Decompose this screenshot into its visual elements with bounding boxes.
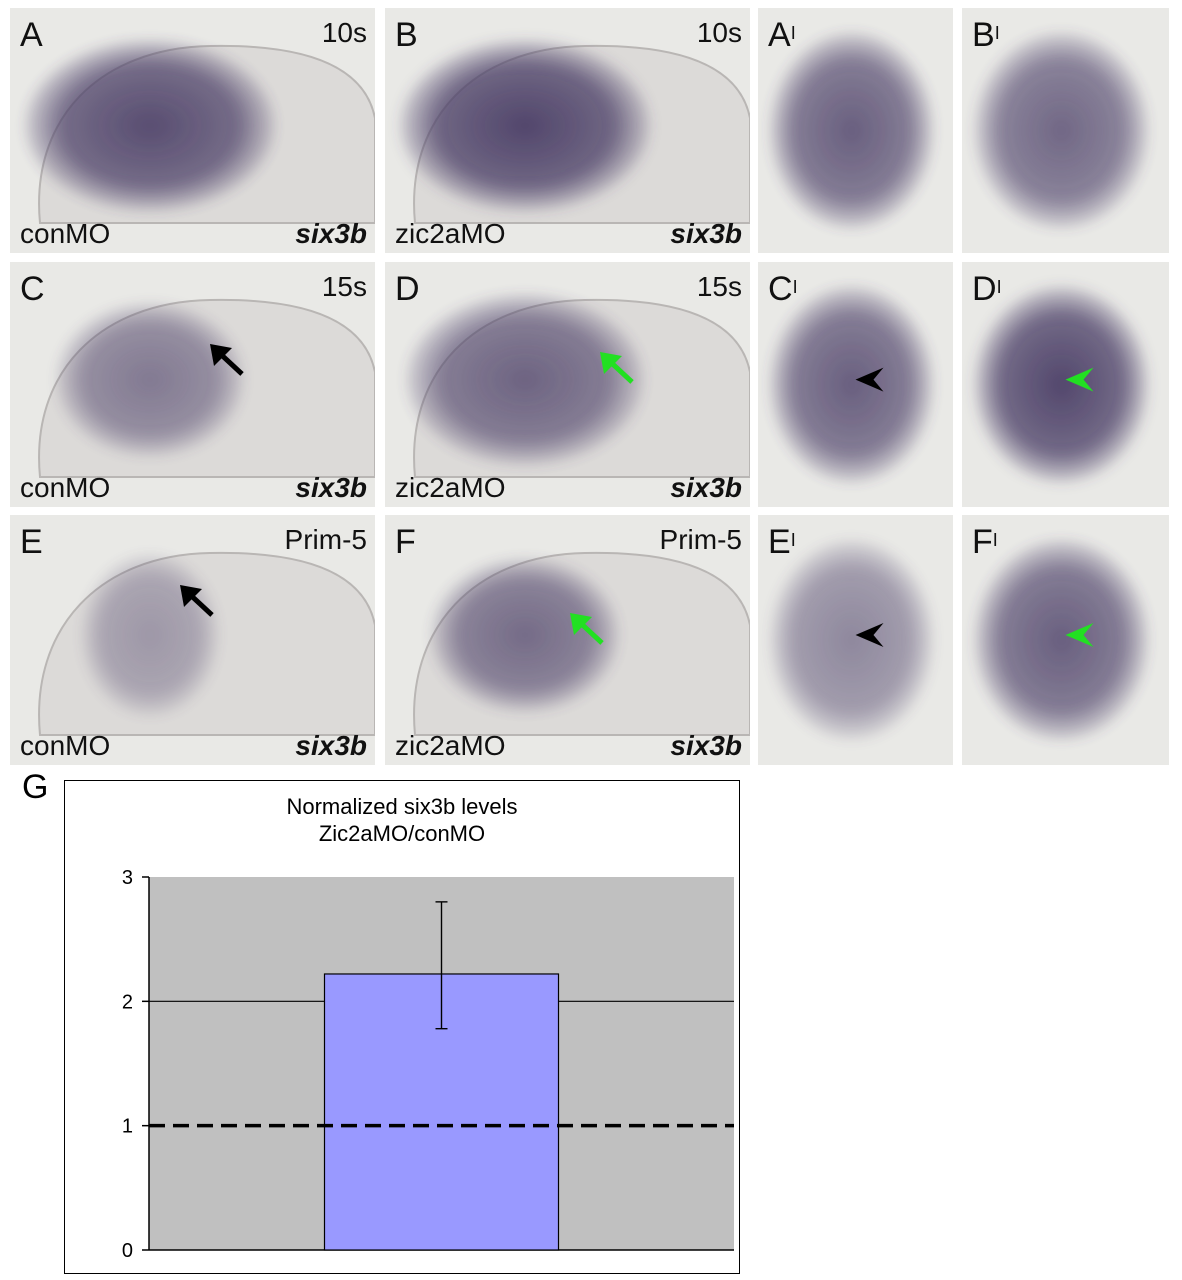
stage-label: 10s: [696, 17, 742, 48]
chart-title-line-1: Normalized six3b levels: [286, 794, 518, 819]
panel-b: B 10s zic2aMO six3b: [385, 8, 750, 253]
stage-label: 15s: [321, 271, 367, 302]
prime-mark: I: [992, 530, 998, 550]
six3b-stain: [974, 540, 1149, 740]
six3b-stain: [25, 40, 275, 212]
morpholino-label: zic2aMO: [395, 472, 506, 503]
six3b-stain: [81, 554, 219, 716]
gene-label: six3b: [670, 218, 742, 249]
stage-label: 15s: [696, 271, 742, 302]
error-bar: [435, 901, 448, 1030]
gene-label: six3b: [670, 472, 742, 503]
prime-mark: I: [994, 23, 1000, 43]
panel-label: DI: [972, 270, 1002, 308]
panel-label: A: [20, 16, 43, 54]
prime-mark: I: [792, 277, 798, 297]
morpholino-label: zic2aMO: [395, 730, 506, 761]
prime-mark: I: [790, 530, 796, 550]
arrow-icon: [570, 613, 604, 645]
y-tick-label: 1: [122, 1116, 133, 1138]
prime-mark: I: [996, 277, 1002, 297]
panel-c: C 15s conMO six3b: [10, 262, 375, 507]
stage-label: 10s: [321, 17, 367, 48]
panel-c-prime: CI: [758, 262, 953, 507]
y-tick-label: 0: [122, 1240, 133, 1262]
panel-label: BI: [972, 16, 1000, 54]
six3b-stain: [406, 294, 644, 466]
panel-g-label: G: [22, 768, 49, 806]
six3b-stain: [56, 303, 244, 457]
panel-label: EI: [768, 523, 796, 561]
arrow-icon: [600, 352, 634, 384]
panel-label: CI: [768, 270, 798, 308]
panel-d-prime: DI: [962, 262, 1169, 507]
six3b-stain: [769, 32, 934, 229]
panel-f-prime: FI: [962, 515, 1169, 765]
gene-label: six3b: [295, 472, 367, 503]
arrowhead-icon: [855, 367, 884, 392]
gene-label: six3b: [295, 730, 367, 761]
arrow-icon: [180, 585, 214, 617]
six3b-stain: [974, 286, 1149, 483]
panel-a-prime: AI: [758, 8, 953, 253]
arrowhead-icon: [1065, 367, 1094, 392]
panel-label: B: [395, 16, 418, 54]
chart-title-line-2: Zic2aMO/conMO: [318, 821, 486, 846]
stage-label: Prim-5: [284, 524, 367, 555]
chart-frame: Normalized six3b levels Zic2aMO/conMO 0 1…: [64, 780, 740, 1274]
six3b-stain: [974, 32, 1149, 229]
panel-f: F Prim-5 zic2aMO six3b: [385, 515, 750, 765]
chart-title: Normalized six3b levels Zic2aMO/conMO: [65, 793, 739, 847]
morpholino-label: zic2aMO: [395, 218, 506, 249]
bar-chart: 0 1 2 3: [122, 867, 734, 1262]
panel-label: D: [395, 270, 420, 308]
panel-e: E Prim-5 conMO six3b: [10, 515, 375, 765]
panel-label: C: [20, 270, 45, 308]
morpholino-label: conMO: [20, 218, 111, 249]
y-tick-label: 2: [122, 991, 133, 1013]
arrowhead-icon: [1065, 623, 1094, 647]
panel-label: FI: [972, 523, 998, 561]
arrow-icon: [210, 344, 244, 376]
panel-a: A 10s conMO six3b: [10, 8, 375, 253]
six3b-stain: [769, 286, 934, 483]
panel-label: E: [20, 523, 43, 561]
panel-d: D 15s zic2aMO six3b: [385, 262, 750, 507]
arrowhead-icon: [855, 623, 884, 647]
prime-mark: I: [790, 23, 796, 43]
panel-label: AI: [768, 16, 796, 54]
morpholino-label: conMO: [20, 472, 111, 503]
panel-label: F: [395, 523, 416, 561]
gene-label: six3b: [670, 730, 742, 761]
y-tick-label: 3: [122, 867, 133, 889]
panel-e-prime: EI: [758, 515, 953, 765]
panel-b-prime: BI: [962, 8, 1169, 253]
gene-label: six3b: [295, 218, 367, 249]
six3b-stain: [431, 558, 619, 712]
morpholino-label: conMO: [20, 730, 111, 761]
six3b-stain: [769, 540, 934, 740]
stage-label: Prim-5: [659, 524, 742, 555]
six3b-stain: [400, 40, 650, 212]
